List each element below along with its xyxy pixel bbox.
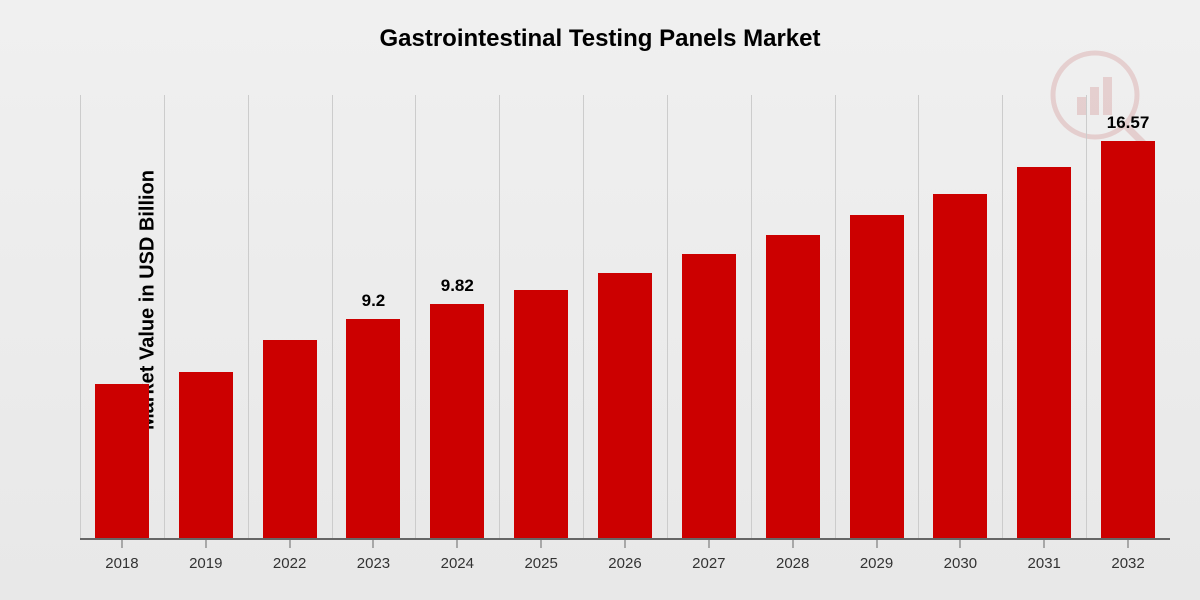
bar: [514, 290, 568, 540]
bar: [598, 273, 652, 540]
x-axis-label: 2028: [776, 555, 809, 572]
bar: [179, 372, 233, 540]
bar-group: 9.822024: [415, 95, 499, 540]
bar-group: 2025: [499, 95, 583, 540]
x-axis-tick: [708, 540, 709, 548]
bar-group: 9.22023: [332, 95, 416, 540]
bar: [263, 340, 317, 540]
bar-group: 2030: [918, 95, 1002, 540]
x-axis-tick: [541, 540, 542, 548]
x-axis-label: 2019: [189, 555, 222, 572]
x-axis-tick: [792, 540, 793, 548]
bar-group: 2029: [835, 95, 919, 540]
x-axis-label: 2031: [1028, 555, 1061, 572]
bar-group: 2019: [164, 95, 248, 540]
x-axis-tick: [1044, 540, 1045, 548]
bar-group: 2027: [667, 95, 751, 540]
chart-container: Gastrointestinal Testing Panels Market M…: [0, 0, 1200, 600]
bar-group: 2026: [583, 95, 667, 540]
x-axis-tick: [457, 540, 458, 548]
x-axis-tick: [289, 540, 290, 548]
x-axis-label: 2032: [1111, 555, 1144, 572]
x-axis-baseline: [80, 538, 1170, 540]
bar: [346, 319, 400, 540]
x-axis-label: 2024: [441, 555, 474, 572]
bars-container: 2018201920229.220239.8220242025202620272…: [80, 95, 1170, 540]
bar: [430, 304, 484, 540]
bar-group: 2022: [248, 95, 332, 540]
bar-group: 2031: [1002, 95, 1086, 540]
bar-value-label: 16.57: [1107, 113, 1150, 135]
x-axis-label: 2030: [944, 555, 977, 572]
bar: [682, 254, 736, 540]
x-axis-tick: [876, 540, 877, 548]
x-axis-tick: [624, 540, 625, 548]
x-axis-label: 2029: [860, 555, 893, 572]
bar-group: 16.572032: [1086, 95, 1170, 540]
plot-area: 2018201920229.220239.8220242025202620272…: [80, 95, 1170, 540]
bar: [1017, 167, 1071, 540]
x-axis-label: 2023: [357, 555, 390, 572]
bar: [766, 235, 820, 540]
x-axis-tick: [960, 540, 961, 548]
bar: [933, 194, 987, 540]
bar-value-label: 9.2: [362, 291, 386, 313]
bar: [850, 215, 904, 540]
bar-group: 2018: [80, 95, 164, 540]
x-axis-label: 2027: [692, 555, 725, 572]
x-axis-tick: [121, 540, 122, 548]
chart-title: Gastrointestinal Testing Panels Market: [0, 25, 1200, 53]
bar: [95, 384, 149, 540]
bar: [1101, 141, 1155, 540]
x-axis-label: 2022: [273, 555, 306, 572]
x-axis-tick: [205, 540, 206, 548]
x-axis-tick: [1128, 540, 1129, 548]
bar-value-label: 9.82: [441, 276, 474, 298]
x-axis-label: 2018: [105, 555, 138, 572]
x-axis-tick: [373, 540, 374, 548]
x-axis-label: 2026: [608, 555, 641, 572]
bar-group: 2028: [751, 95, 835, 540]
x-axis-label: 2025: [524, 555, 557, 572]
